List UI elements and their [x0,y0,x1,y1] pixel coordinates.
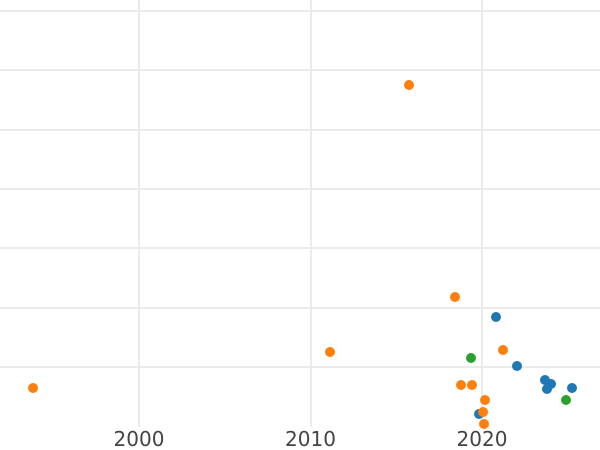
data-point-series-orange[interactable] [28,383,38,393]
gridline-horizontal [0,10,600,12]
gridline-horizontal [0,306,600,309]
data-point-series-blue[interactable] [541,384,552,394]
gridline-horizontal [0,366,600,369]
data-point-series-orange[interactable] [325,347,335,357]
gridline-vertical [138,0,140,427]
x-tick-label: 2000 [113,427,165,450]
gridline-horizontal [0,188,600,190]
gridline-vertical [481,0,483,427]
x-tick-label: 2020 [456,427,508,450]
data-point-series-orange[interactable] [497,345,508,355]
gridline-horizontal [0,69,600,71]
data-point-series-blue[interactable] [546,379,556,389]
data-point-series-orange[interactable] [404,80,414,90]
gridline-horizontal [0,247,600,250]
data-point-series-orange[interactable] [449,291,460,302]
data-point-series-blue[interactable] [540,375,550,385]
data-point-series-blue[interactable] [566,383,577,393]
data-point-series-orange[interactable] [467,380,477,390]
data-point-series-orange[interactable] [478,419,489,429]
x-tick-label: 2010 [285,427,336,450]
gridline-horizontal [0,128,600,131]
data-point-series-orange[interactable] [455,380,466,390]
data-point-series-blue[interactable] [512,361,522,371]
data-point-series-orange[interactable] [477,407,488,417]
data-point-series-green[interactable] [466,353,476,363]
data-point-series-orange[interactable] [480,395,490,405]
data-point-series-blue[interactable] [491,311,501,322]
gridline-vertical [309,0,312,427]
data-point-series-green[interactable] [561,394,571,405]
